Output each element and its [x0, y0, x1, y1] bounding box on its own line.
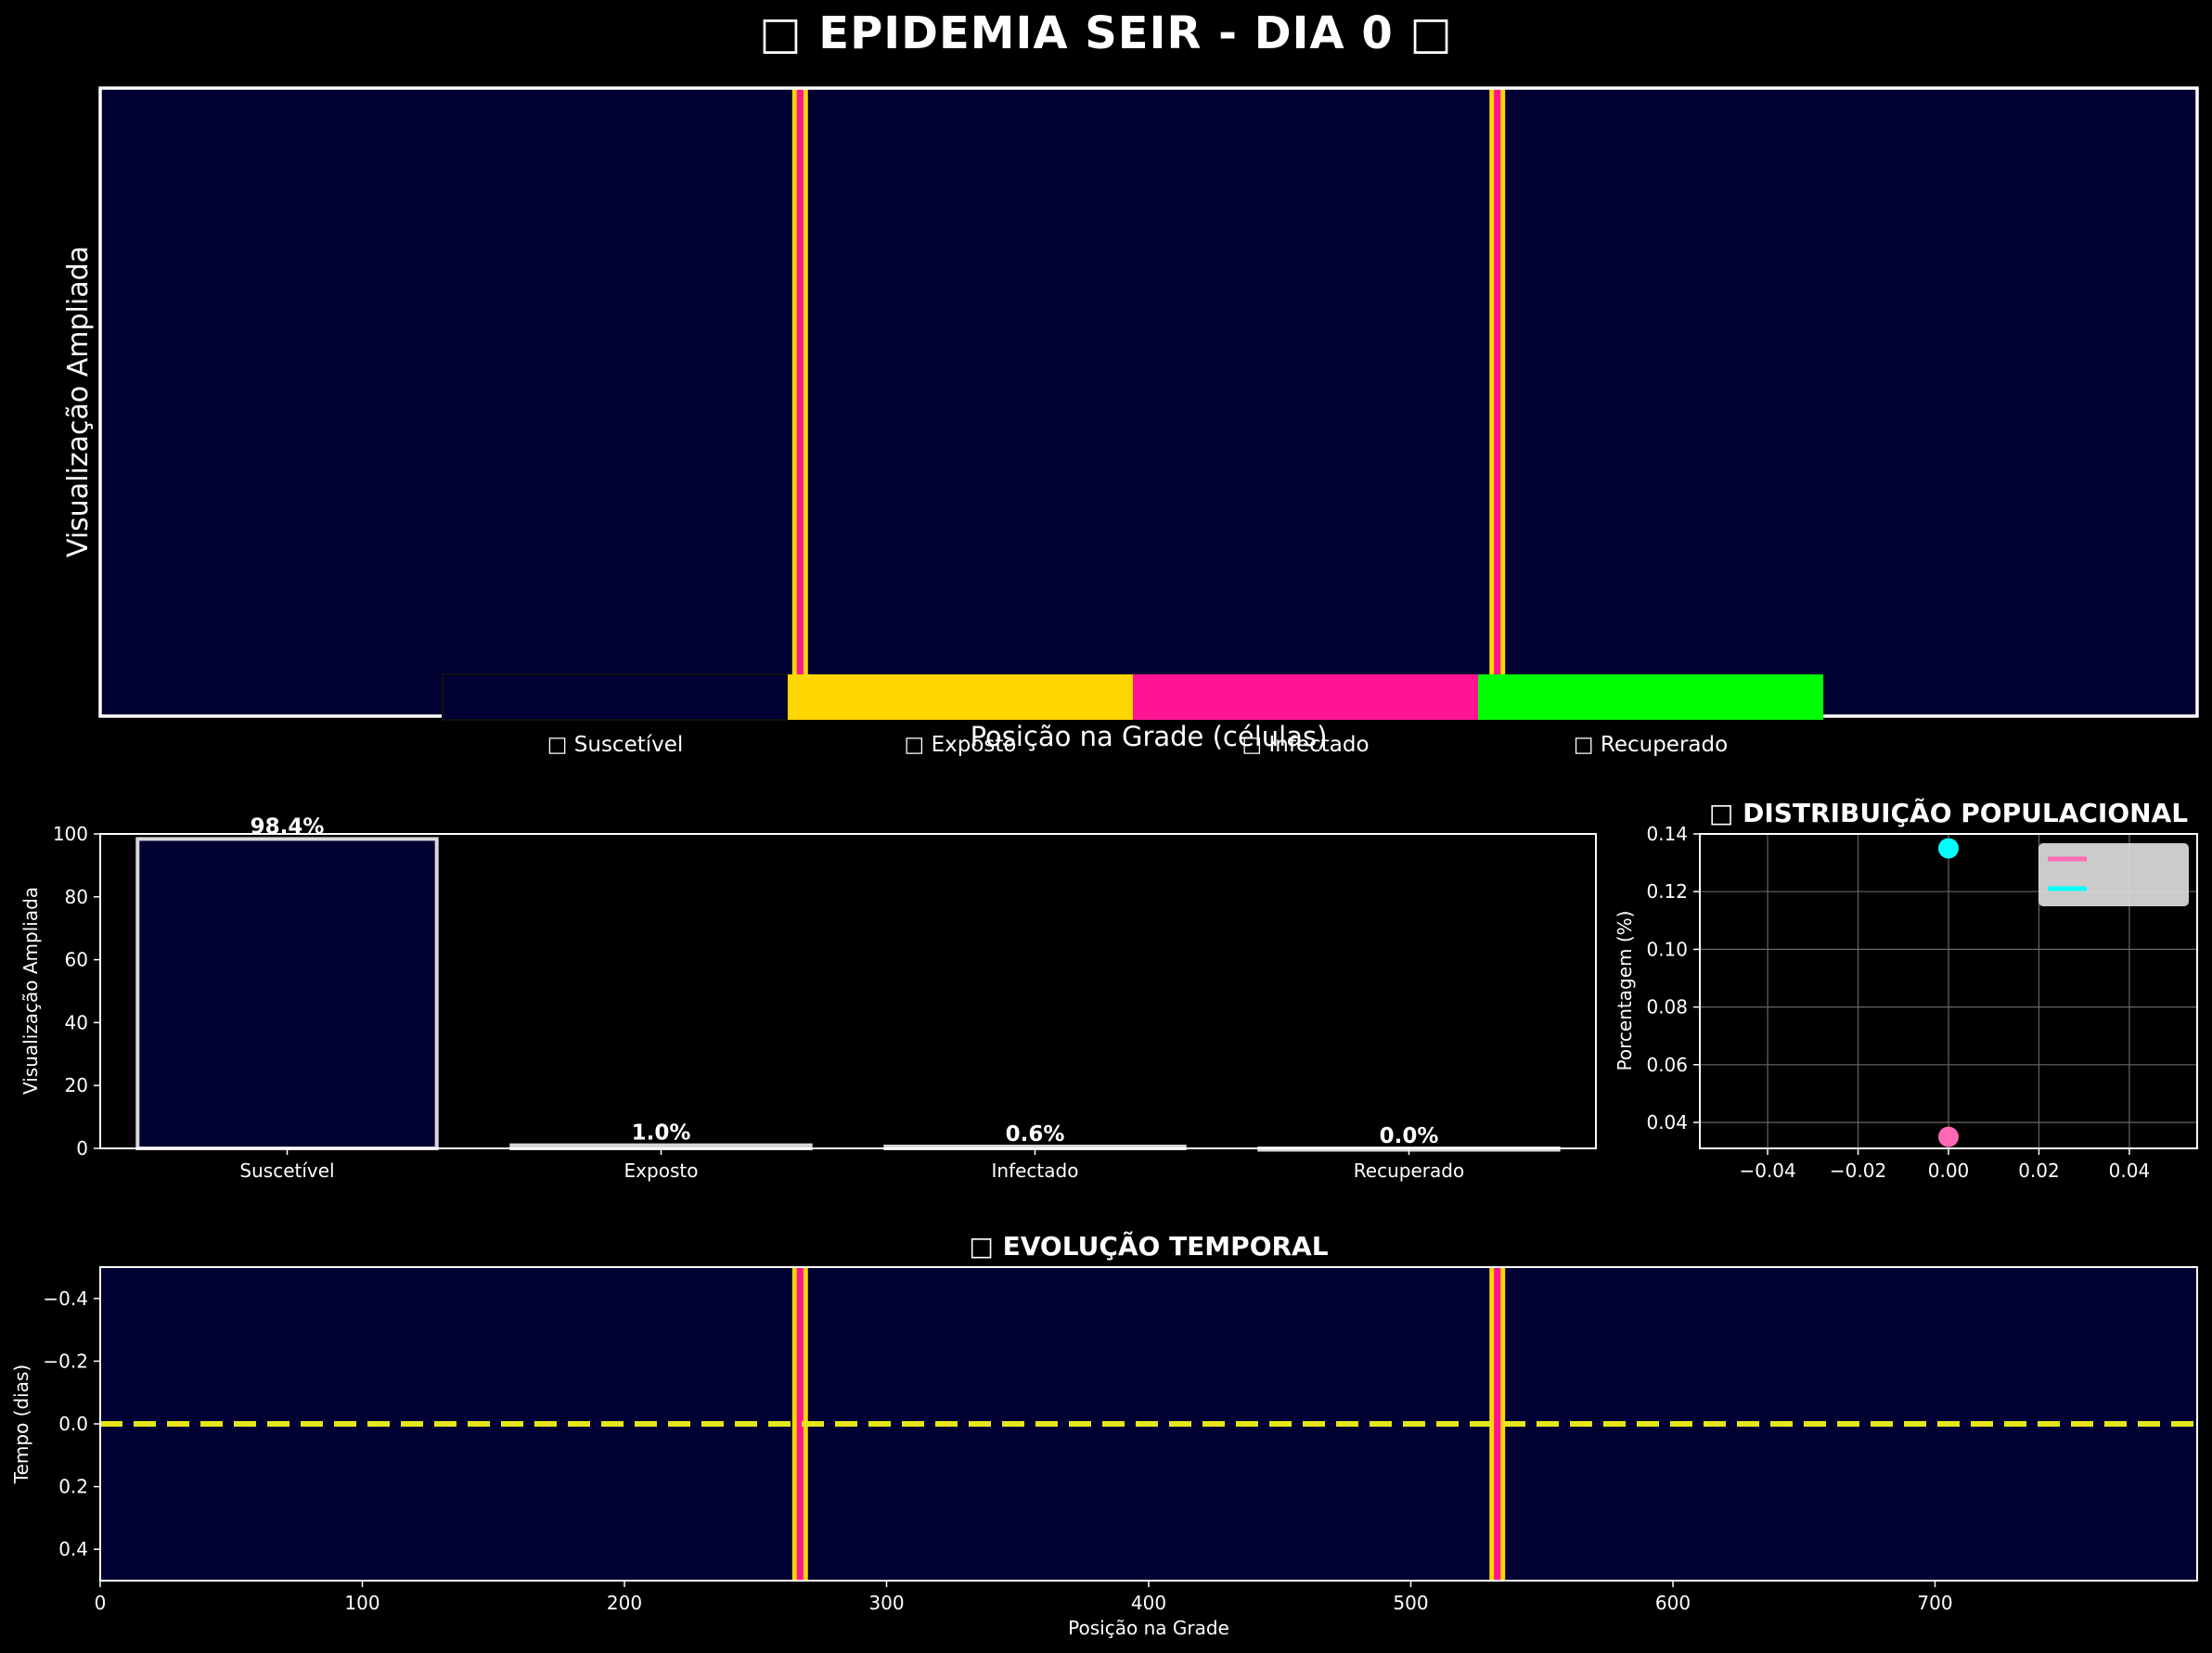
bar-value-label: 0.6%: [1006, 1122, 1065, 1147]
bar-value-label: 1.0%: [632, 1121, 691, 1146]
grid-xlabel: Posição na Grade (células): [971, 721, 1328, 752]
entropy-ytick-label: 0.06: [1646, 1054, 1688, 1076]
bar-suscetivel: [135, 837, 439, 1150]
grid-ylabel: Visualização Ampliada: [62, 246, 95, 557]
distribution-xtick-label: Exposto: [624, 1160, 699, 1182]
entropy-xtick-label: −0.02: [1830, 1160, 1886, 1182]
entropy-ytick-label: 0.12: [1646, 880, 1688, 903]
legend-label-infectado: □ Infectado: [1241, 733, 1369, 757]
infectado-band-2: [1494, 88, 1501, 716]
distribution-xtick-label: Infectado: [992, 1160, 1079, 1182]
temporal-xtick-label: 400: [1131, 1592, 1166, 1614]
entropy-legend: [2038, 843, 2189, 906]
temporal-xtick-label: 500: [1393, 1592, 1428, 1614]
bar-value-label: 98.4%: [251, 814, 325, 839]
entropy-xtick-label: 0.00: [1928, 1160, 1970, 1182]
bar-value-label: 0.0%: [1380, 1124, 1439, 1148]
entropy-xtick-label: −0.04: [1739, 1160, 1795, 1182]
temporal-xtick-label: 0: [95, 1592, 107, 1614]
distribution-chart: 0 20 40 60 80 100 98.4% Suscetível 1.0% Exposto 0…: [19, 814, 1597, 1182]
distribution-ytick-label: 40: [65, 1011, 88, 1033]
temporal-xlabel: Posição na Grade: [1068, 1617, 1229, 1639]
legend-label-suscetivel: □ Suscetível: [547, 733, 684, 757]
legend-label-recuperado: □ Recuperado: [1574, 733, 1728, 757]
infectado-band-1: [796, 88, 804, 716]
temporal-xtick-label: 600: [1655, 1592, 1691, 1614]
entropy-xtick-label: 0.04: [2109, 1160, 2151, 1182]
legend-swatch-recuperado: [1478, 674, 1823, 720]
grid-field: [100, 88, 2197, 716]
entropy-legend-box: [2038, 843, 2189, 906]
distribution-ytick-label: 80: [65, 886, 88, 908]
distribution-ylabel: Visualização Ampliada: [19, 887, 42, 1095]
temporal-ylabel: Tempo (dias): [10, 1365, 32, 1484]
temporal-ytick-label: 0.0: [58, 1413, 88, 1435]
entropy-chart: □ DISTRIBUIÇÃO POPULACIONAL −0.04 −0.02 0.…: [1614, 797, 2198, 1182]
infectado-band-1: [796, 1267, 804, 1581]
global-point: [1938, 838, 1959, 859]
temporal-ytick-label: −0.2: [43, 1350, 88, 1372]
temporal-title: □ EVOLUÇÃO TEMPORAL: [969, 1230, 1328, 1262]
legend-swatch-infectado: [1133, 674, 1478, 720]
distribution-ytick-label: 60: [65, 949, 88, 971]
temporal-xtick-label: 700: [1917, 1592, 1952, 1614]
temporal-xtick-label: 300: [868, 1592, 904, 1614]
entropy-ytick-label: 0.08: [1646, 996, 1688, 1019]
main-title: □ EPIDEMIA SEIR - DIA 0 □: [759, 7, 1453, 59]
temporal-chart: □ EVOLUÇÃO TEMPORAL 0 100 200 300 400 500 600 7…: [10, 1230, 2198, 1639]
entropy-frame: [1699, 833, 2198, 1149]
temporal-xtick-label: 100: [344, 1592, 379, 1614]
espacial-point: [1938, 1126, 1959, 1147]
entropy-title: □ DISTRIBUIÇÃO POPULACIONAL: [1709, 797, 2188, 828]
legend-swatch-suscetivel: [442, 673, 789, 721]
distribution-xtick-label: Suscetível: [239, 1160, 334, 1182]
entropy-xtick-label: 0.02: [2018, 1160, 2060, 1182]
distribution-xtick-label: Recuperado: [1354, 1160, 1464, 1182]
legend-swatch-exposto: [788, 674, 1133, 720]
state-legend: □ Suscetível □ Exposto □ Infectado □ Rec…: [442, 673, 1823, 757]
distribution-ytick-label: 100: [53, 823, 88, 845]
distribution-frame: [99, 833, 1597, 1149]
entropy-ytick-label: 0.04: [1646, 1111, 1688, 1134]
entropy-ytick-label: 0.14: [1646, 823, 1688, 845]
entropy-ylabel: Porcentagem (%): [1614, 911, 1636, 1071]
temporal-ytick-label: 0.4: [58, 1538, 88, 1560]
infectado-band-2: [1494, 1267, 1501, 1581]
temporal-ytick-label: 0.2: [58, 1476, 88, 1498]
temporal-ytick-label: −0.4: [43, 1288, 88, 1310]
legend-label-exposto: □ Exposto: [905, 733, 1017, 757]
temporal-xtick-label: 200: [607, 1592, 642, 1614]
distribution-ytick-label: 20: [65, 1074, 88, 1096]
distribution-ytick-label: 0: [76, 1137, 88, 1160]
grid-state-panel: Visualização Ampliada Posição na Grade (…: [62, 86, 2199, 757]
entropy-ytick-label: 0.10: [1646, 938, 1688, 960]
